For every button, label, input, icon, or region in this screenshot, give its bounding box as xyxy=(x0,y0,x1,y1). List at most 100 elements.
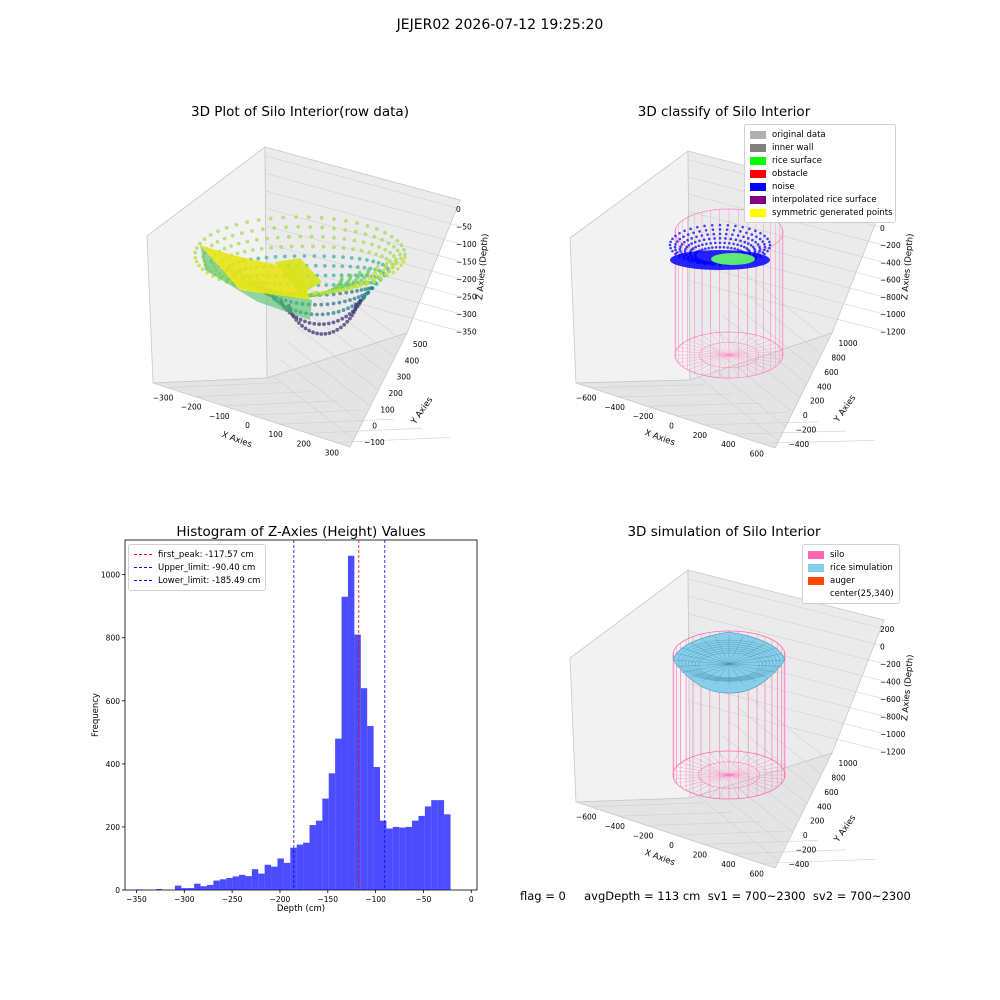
histogram-x-tick-label: −100 xyxy=(365,895,386,904)
classify-legend-label: inner wall xyxy=(772,142,814,153)
raw-point xyxy=(398,252,402,257)
noise-point xyxy=(758,250,761,253)
classify-legend-entry: interpolated rice surface xyxy=(750,193,890,206)
raw-point xyxy=(383,265,388,269)
classify-legend-label: symmetric generated points xyxy=(772,207,893,218)
raw-point xyxy=(340,316,345,321)
classify-legend-swatch xyxy=(750,169,766,178)
rice-mesh-line xyxy=(728,663,783,667)
simulation-silo-floor-spoke xyxy=(692,774,730,794)
noise-point xyxy=(712,232,716,236)
raw-point xyxy=(385,274,390,278)
raw-point xyxy=(370,286,375,291)
raw-point xyxy=(391,244,396,249)
histogram-bar xyxy=(194,883,201,890)
noise-point xyxy=(761,240,765,243)
raw-point xyxy=(331,329,336,334)
raw-point xyxy=(319,215,324,220)
raw-point xyxy=(256,218,261,222)
histogram-title: Histogram of Z-Axies (Height) Values xyxy=(176,524,426,540)
raw-point xyxy=(339,273,344,278)
raw-point xyxy=(296,224,301,229)
classify-silo-floor-spoke xyxy=(728,334,757,356)
noise-point xyxy=(714,241,717,245)
noise-point xyxy=(675,251,679,254)
rice-mesh-line xyxy=(728,635,744,665)
raw-point xyxy=(365,258,369,262)
simulation-legend-swatch xyxy=(808,550,824,559)
raw-point xyxy=(326,321,331,326)
raw-point xyxy=(376,261,381,265)
raw-point xyxy=(338,325,343,330)
simulation-legend-entry: auger xyxy=(808,574,894,587)
raw-point xyxy=(358,283,363,288)
simulation-silo-floor-spoke xyxy=(728,774,739,799)
raw-point xyxy=(209,243,214,248)
classify-legend-entry: original data xyxy=(750,128,890,141)
classify-silo-floor-spoke xyxy=(687,340,730,356)
raw-z-ticks: 0 −50 −100 −150 −200 −250 −300 −350 xyxy=(456,205,477,337)
raw-x-tick: 100 xyxy=(268,430,283,439)
classify-y-tick: 0 xyxy=(803,411,808,420)
simulation-z-ticks: 200 0 −200 −400 −600 −800 −1000 −1200 xyxy=(880,625,906,757)
raw-point xyxy=(313,302,317,307)
histogram-x-tick-label: −350 xyxy=(126,895,147,904)
simulation-y-tick: −400 xyxy=(789,860,810,869)
histogram-legend-entry: first_peak: -117.57 cm xyxy=(134,548,260,561)
raw-point xyxy=(366,270,370,275)
raw-point xyxy=(402,247,406,252)
raw-point xyxy=(395,248,400,253)
raw-y-tick: 0 xyxy=(372,422,377,431)
noise-point xyxy=(751,245,755,249)
noise-point xyxy=(758,245,761,249)
noise-point xyxy=(761,251,765,254)
histogram-legend-line xyxy=(134,567,152,568)
raw-point xyxy=(394,258,398,263)
classify-silo-floor-spoke xyxy=(675,350,730,356)
raw-x-tick: 300 xyxy=(325,448,340,457)
simulation-silo-floor-spoke xyxy=(728,759,772,776)
classify-legend-label: rice surface xyxy=(772,155,822,166)
raw-x-tick: −300 xyxy=(153,394,174,403)
noise-point xyxy=(754,240,757,244)
histogram-y-tick-label: 1000 xyxy=(101,571,120,580)
rice-mesh-line xyxy=(728,663,777,673)
raw-point xyxy=(392,262,397,266)
raw-point xyxy=(387,269,392,273)
histogram-bar xyxy=(213,880,220,890)
raw-point xyxy=(352,296,357,301)
simulation-legend-swatch xyxy=(808,590,824,598)
histogram-legend-label: first_peak: -117.57 cm xyxy=(158,549,254,560)
raw-point xyxy=(341,308,346,312)
raw-point xyxy=(383,230,387,235)
noise-point xyxy=(705,242,708,246)
noise-point xyxy=(692,231,695,235)
raw-point xyxy=(367,276,372,281)
histogram-x-tick-label: −250 xyxy=(222,895,243,904)
raw-point xyxy=(309,234,314,239)
classify-legend-swatch xyxy=(750,208,766,217)
classify-legend-swatch xyxy=(750,182,766,191)
raw-point xyxy=(279,245,284,249)
noise-point xyxy=(707,237,711,241)
noise-point xyxy=(739,244,743,248)
classify-z-tick: 0 xyxy=(880,224,885,233)
noise-point xyxy=(674,242,677,246)
simulation-silo-floor-spoke xyxy=(719,774,730,799)
noise-point xyxy=(675,240,679,243)
histogram-bar xyxy=(187,888,195,890)
raw-point xyxy=(356,295,361,300)
noise-point xyxy=(678,247,682,251)
raw-z-tick: −300 xyxy=(456,310,477,319)
noise-point xyxy=(673,245,677,249)
raw-point xyxy=(319,302,324,307)
noise-point xyxy=(734,238,738,242)
raw-point xyxy=(348,264,353,269)
raw-point xyxy=(376,264,380,269)
classify-legend-entry: symmetric generated points xyxy=(750,206,893,219)
classify-legend-swatch xyxy=(750,195,766,204)
raw-point xyxy=(256,256,261,261)
simulation-z-tick: −800 xyxy=(880,712,901,721)
raw-point xyxy=(275,235,280,240)
status-line: flag = 0 avgDepth = 113 cm sv1 = 700~230… xyxy=(520,889,911,903)
